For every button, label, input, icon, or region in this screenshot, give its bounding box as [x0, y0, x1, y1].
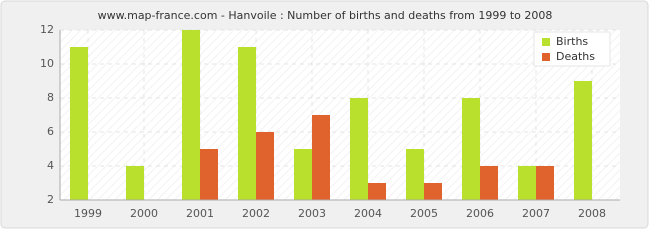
y-tick-label: 2: [47, 193, 54, 206]
bar: [462, 98, 480, 200]
y-tick-label: 6: [47, 125, 54, 138]
x-tick-label: 2005: [410, 207, 438, 220]
legend-swatch: [542, 53, 550, 61]
x-tick-label: 2006: [466, 207, 494, 220]
chart-title: www.map-france.com - Hanvoile : Number o…: [98, 9, 553, 22]
bar: [574, 81, 592, 200]
x-tick-label: 2008: [578, 207, 606, 220]
y-tick-label: 8: [47, 91, 54, 104]
bar: [256, 132, 274, 200]
bar: [294, 149, 312, 200]
chart: www.map-france.com - Hanvoile : Number o…: [0, 0, 649, 229]
legend-label: Births: [556, 35, 588, 48]
legend-swatch: [542, 38, 550, 46]
x-tick-label: 2002: [242, 207, 270, 220]
bar: [424, 183, 442, 200]
x-tick-label: 2004: [354, 207, 382, 220]
bar: [536, 166, 554, 200]
bar: [518, 166, 536, 200]
x-tick-label: 2001: [186, 207, 214, 220]
bar: [368, 183, 386, 200]
bar: [182, 30, 200, 200]
bar: [126, 166, 144, 200]
x-tick-label: 2000: [130, 207, 158, 220]
bar: [406, 149, 424, 200]
x-tick-label: 2003: [298, 207, 326, 220]
bar: [238, 47, 256, 200]
bar: [200, 149, 218, 200]
x-tick-label: 2007: [522, 207, 550, 220]
y-tick-label: 10: [40, 57, 54, 70]
bar: [350, 98, 368, 200]
bar: [70, 47, 88, 200]
bar: [312, 115, 330, 200]
page: www.map-france.com - Hanvoile : Number o…: [0, 0, 650, 230]
x-tick-label: 1999: [74, 207, 102, 220]
y-tick-label: 4: [47, 159, 54, 172]
y-tick-label: 12: [40, 23, 54, 36]
legend-label: Deaths: [556, 50, 595, 63]
bar: [480, 166, 498, 200]
